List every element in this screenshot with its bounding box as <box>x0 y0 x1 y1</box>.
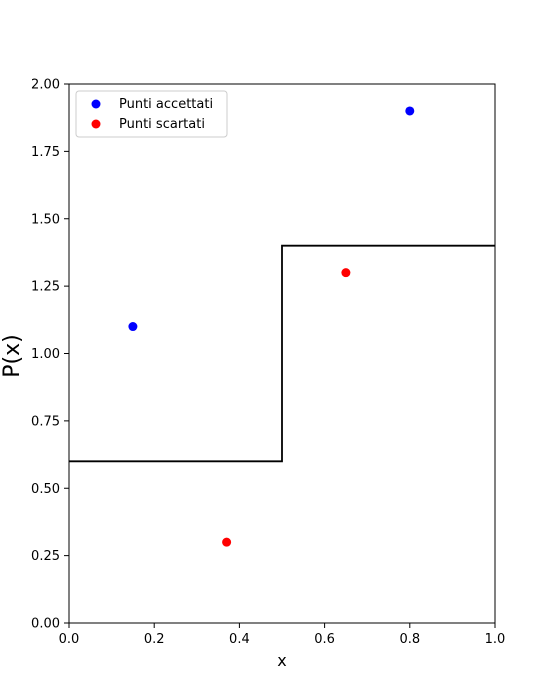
y-tick-label-2: 0.50 <box>31 482 60 497</box>
y-tick-label-8: 2.00 <box>31 78 60 93</box>
legend-marker-accepted <box>91 99 101 109</box>
y-tick-label-3: 0.75 <box>31 414 60 429</box>
legend-marker-rejected <box>91 119 101 129</box>
x-tick-label-0: 0.0 <box>59 632 80 647</box>
envelope-step-line <box>69 244 495 463</box>
point-rejected-0 <box>222 537 232 547</box>
legend-box <box>75 90 228 138</box>
y-tick-label-1: 0.25 <box>31 549 60 564</box>
envelope-layer <box>69 244 495 463</box>
x-tick-label-1: 0.2 <box>144 632 165 647</box>
y-tick-label-0: 0.00 <box>31 617 60 632</box>
y-tick-label-5: 1.25 <box>31 280 60 295</box>
y-tick-label-4: 1.00 <box>31 347 60 362</box>
y-axis-label: P(x) <box>0 334 25 377</box>
x-tick-label-2: 0.4 <box>229 632 250 647</box>
axes-layer: 0.0 0.2 0.4 0.6 0.8 1.0 0.00 0.25 0.50 0.75 1.00 1.… <box>31 78 505 648</box>
y-tick-label-7: 1.75 <box>31 145 60 160</box>
point-accepted-1 <box>405 106 415 116</box>
legend-label-rejected: Punti scartati <box>119 117 205 132</box>
legend-label-accepted: Punti accettati <box>119 97 213 112</box>
x-tick-label-4: 0.8 <box>399 632 420 647</box>
point-accepted-0 <box>128 322 138 332</box>
x-tick-label-3: 0.6 <box>314 632 335 647</box>
x-tick-label-5: 1.0 <box>485 632 506 647</box>
legend: Punti accettati Punti scartati <box>75 90 228 138</box>
point-rejected-1 <box>341 268 351 278</box>
y-tick-label-6: 1.50 <box>31 212 60 227</box>
x-axis-label: x <box>277 651 286 670</box>
points-layer <box>128 106 415 547</box>
